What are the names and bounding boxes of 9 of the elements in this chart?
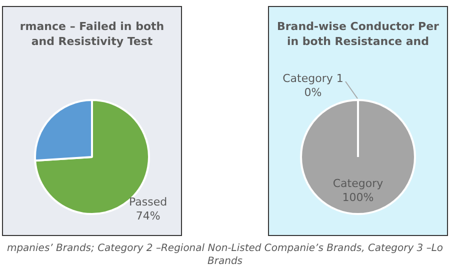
data-label: 100% <box>342 191 374 204</box>
slice-label: Category <box>332 177 384 190</box>
slice-label: Passed <box>129 196 168 209</box>
chart-title: rmance – Failed in both and Resistivity Test <box>18 19 166 49</box>
category-label: Category 1 <box>282 72 344 85</box>
chart-title: Brand-wise Conductor Per in both Resistance and <box>276 19 440 49</box>
text: mpanies’ Brands; Category 2 –Regional Non-Listed Companie’s Brands, Category 3 –Lo Brands <box>6 242 444 268</box>
text: 0% <box>304 86 322 99</box>
data-label: 74% <box>136 210 160 223</box>
